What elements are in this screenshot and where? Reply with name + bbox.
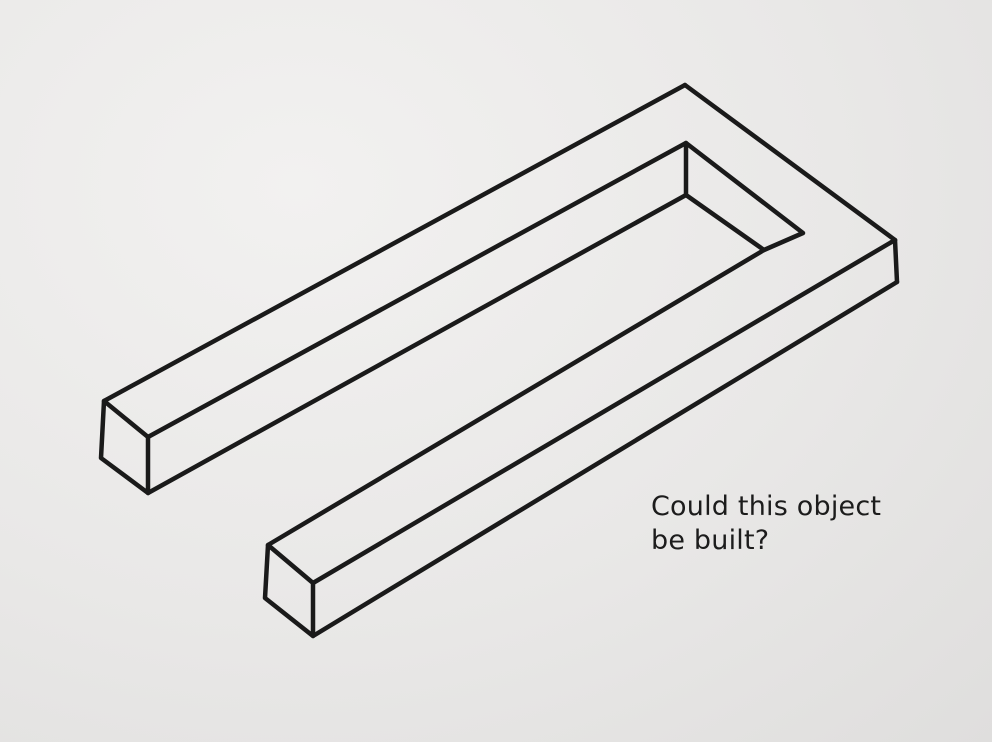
caption-line-2: be built? bbox=[651, 525, 770, 556]
bend-connector bbox=[682, 82, 900, 285]
lower-arm-end-cap bbox=[262, 542, 316, 639]
upper-arm bbox=[98, 82, 689, 496]
upper-arm-top-back-edge bbox=[101, 82, 688, 404]
upper-arm-bottom-edge bbox=[145, 192, 689, 496]
lower-arm-top-front-edge bbox=[310, 237, 898, 586]
upper-arm-top-front-edge bbox=[145, 140, 689, 440]
lower-arm-top-back-edge bbox=[265, 247, 767, 548]
bend-outer-vertical bbox=[892, 237, 900, 285]
lower-arm-bottom-edge bbox=[310, 279, 900, 639]
bend-outer-top bbox=[682, 82, 898, 243]
question-caption: Could this object be built? bbox=[651, 490, 951, 558]
lower-arm bbox=[262, 237, 900, 639]
upper-arm-end-cap bbox=[98, 398, 151, 496]
caption-line-1: Could this object bbox=[651, 491, 882, 522]
